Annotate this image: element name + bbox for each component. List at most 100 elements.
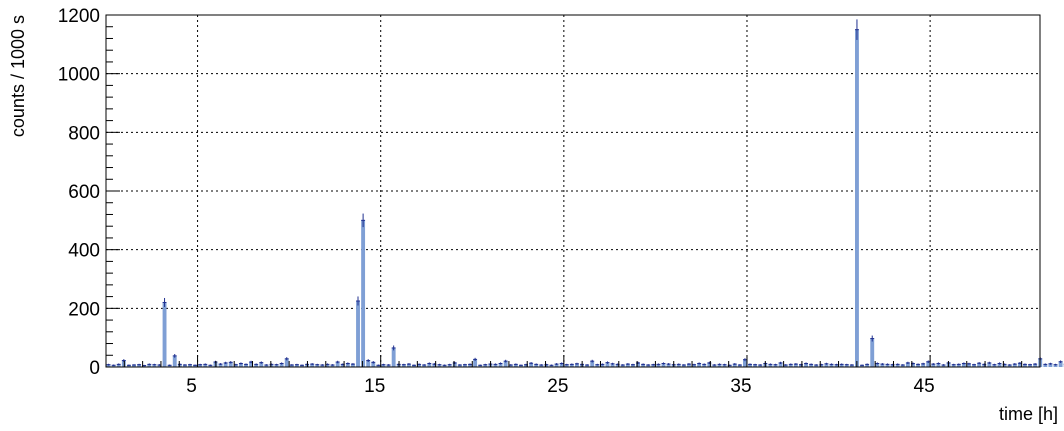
bar — [849, 364, 854, 367]
bar — [524, 364, 528, 367]
bar — [381, 364, 386, 367]
y-tick-label: 0 — [89, 358, 100, 379]
bar — [152, 364, 157, 367]
bar — [824, 363, 829, 367]
y-tick-label: 600 — [68, 182, 100, 203]
bar — [238, 363, 243, 367]
bar — [264, 364, 269, 367]
bar — [636, 362, 640, 367]
bar — [172, 355, 177, 367]
bar — [987, 362, 992, 367]
bar — [452, 362, 457, 367]
x-tick-label: 5 — [186, 376, 197, 397]
bar — [758, 364, 763, 367]
bar — [335, 362, 340, 367]
bar — [620, 364, 625, 367]
bar — [804, 363, 808, 367]
bar — [768, 364, 773, 367]
bar — [315, 364, 320, 367]
bar — [1033, 364, 1038, 367]
bar — [870, 338, 875, 367]
bar — [310, 364, 315, 367]
bar — [386, 364, 391, 367]
bar — [1043, 364, 1048, 367]
bar — [554, 364, 559, 367]
bar — [427, 363, 432, 367]
bar — [783, 364, 788, 367]
bar — [1007, 364, 1012, 367]
bar — [401, 364, 406, 367]
bar — [585, 364, 590, 367]
bar — [656, 364, 661, 367]
bar — [345, 363, 350, 367]
bar — [539, 364, 544, 367]
bar — [676, 364, 681, 367]
bar — [727, 365, 732, 367]
bar — [478, 365, 483, 367]
bar — [982, 364, 987, 367]
bar — [233, 364, 238, 367]
bar — [625, 364, 630, 367]
bar — [468, 364, 472, 367]
bar — [284, 358, 289, 367]
bar — [473, 359, 478, 367]
bar — [132, 364, 136, 367]
bar — [508, 364, 513, 367]
bar — [865, 364, 870, 367]
bar — [325, 364, 330, 367]
bar — [437, 364, 442, 367]
bar — [147, 364, 152, 367]
bar — [198, 364, 203, 367]
bar — [330, 364, 335, 367]
bar — [574, 363, 579, 367]
bar — [1017, 363, 1022, 367]
bar — [1023, 364, 1027, 367]
bar — [518, 365, 523, 367]
bar — [559, 363, 564, 367]
bar — [860, 365, 864, 367]
bars-group — [106, 29, 1064, 368]
y-tick-label: 400 — [68, 241, 100, 262]
bar — [911, 363, 915, 367]
grid-lines — [106, 15, 1040, 367]
y-tick-label: 1200 — [58, 6, 100, 27]
bar — [442, 365, 447, 367]
bar — [223, 362, 228, 367]
bar — [447, 364, 452, 367]
bar — [977, 363, 982, 367]
bar — [106, 364, 111, 367]
bar — [142, 365, 147, 367]
bar — [208, 365, 213, 367]
bar — [814, 364, 819, 367]
bar — [417, 364, 422, 367]
bar — [544, 364, 549, 367]
bar — [900, 364, 905, 367]
bar — [274, 364, 279, 367]
bar — [737, 364, 742, 367]
bar — [569, 364, 574, 367]
bar — [844, 364, 849, 367]
bar — [289, 364, 294, 367]
bar — [692, 364, 696, 367]
bar — [534, 364, 539, 367]
bar — [702, 364, 707, 367]
bar — [610, 363, 615, 367]
bar — [391, 347, 396, 367]
bar — [895, 364, 900, 367]
x-tick-label: 45 — [914, 376, 935, 397]
bar — [340, 364, 345, 367]
bar — [732, 364, 737, 367]
bar — [254, 364, 259, 367]
bar — [707, 362, 712, 367]
x-tick-label: 35 — [730, 376, 751, 397]
bar — [600, 364, 605, 367]
bar — [1012, 364, 1017, 367]
bar — [793, 364, 798, 367]
bar — [605, 362, 610, 367]
bar — [712, 364, 717, 367]
bar — [432, 364, 437, 367]
x-tick-label: 25 — [547, 376, 568, 397]
bar — [126, 365, 131, 367]
bar — [1028, 364, 1033, 367]
